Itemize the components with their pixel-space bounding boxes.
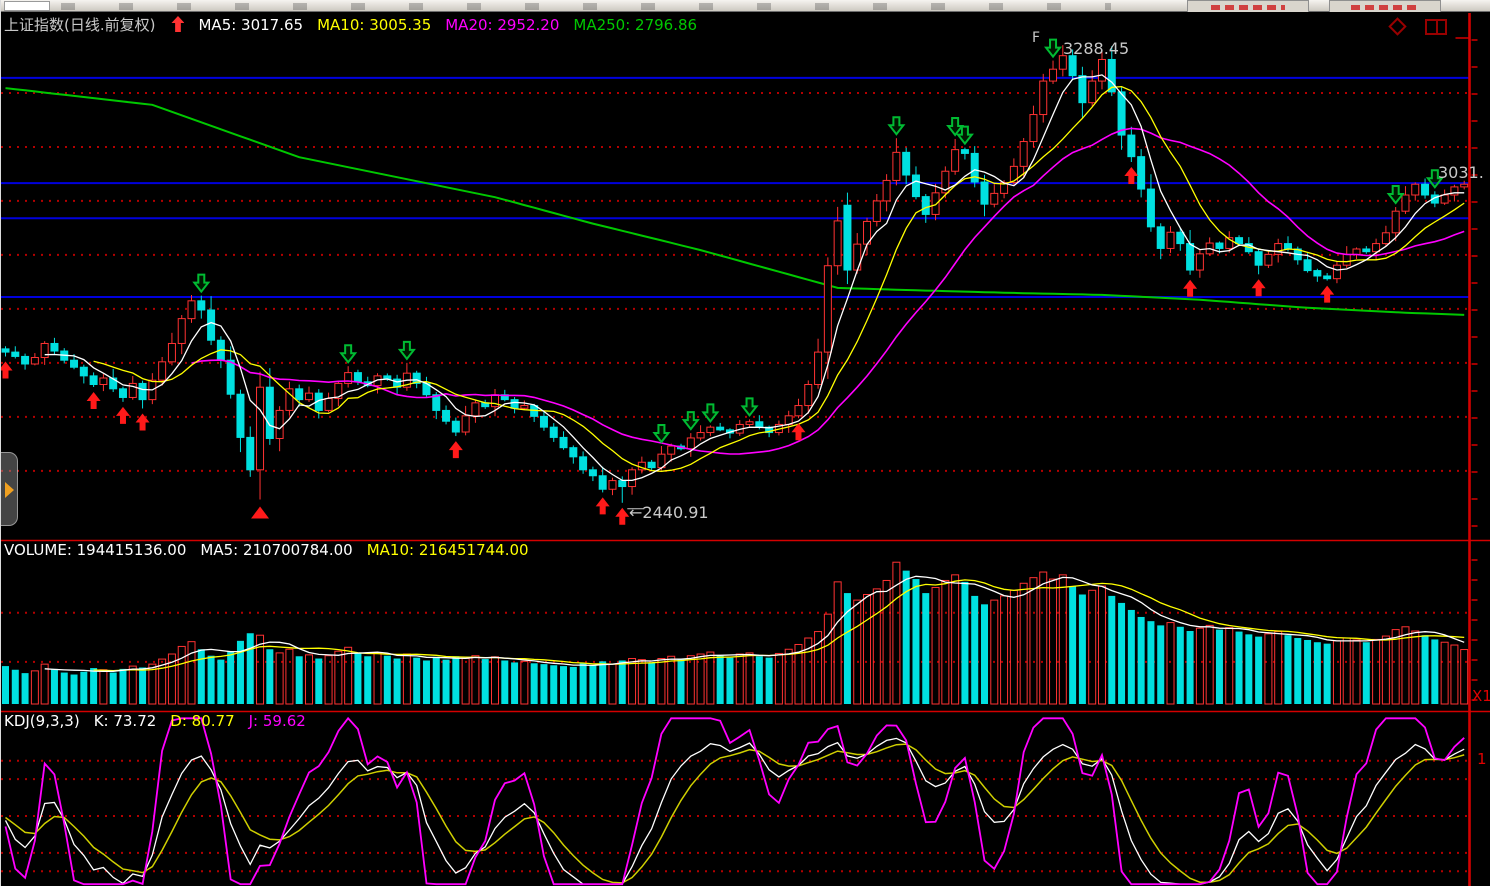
restore-window-icon[interactable] — [1425, 19, 1447, 35]
window-controls — [1385, 17, 1465, 39]
ma5-line — [44, 74, 1465, 482]
volume-ma10-value: MA10: 216451744.00 — [366, 541, 529, 559]
ma5-value: MA5: 3017.65 — [198, 16, 304, 34]
peak-flag-marker: F — [1032, 30, 1041, 46]
volume-ma5-line — [44, 575, 1465, 672]
price-gridlines — [1, 76, 1469, 472]
menu-bar[interactable] — [1, 0, 1490, 12]
diamond-icon[interactable] — [1388, 17, 1407, 36]
ma250-line — [5, 87, 1465, 316]
symbol-title: 上证指数(日线.前复权) — [4, 16, 156, 34]
ma20-value: MA20: 2952.20 — [445, 16, 560, 34]
volume-bars — [2, 561, 1469, 705]
kdj-j-value: J: 59.62 — [248, 712, 306, 730]
menu-input-box[interactable] — [4, 1, 50, 11]
ma10-line — [93, 85, 1465, 472]
bottom-triangle-markers — [251, 506, 270, 519]
ma10-value: MA10: 3005.35 — [317, 16, 432, 34]
kdj-scale-label: 1 — [1477, 750, 1487, 768]
toolbar-button-2[interactable] — [1329, 0, 1441, 12]
volume-pane-header: VOLUME: 194415136.00 MA5: 210700784.00 MA1… — [4, 541, 543, 559]
volume-ma5-value: MA5: 210700784.00 — [200, 541, 353, 559]
right-axis — [1455, 13, 1478, 886]
kdj-k-line — [4, 737, 1465, 885]
toolbar-button-1[interactable] — [1187, 0, 1309, 12]
buy-signal-arrows — [1, 167, 1335, 525]
kdj-k-value: K: 73.72 — [93, 712, 157, 730]
expand-right-icon — [5, 482, 14, 498]
candles — [1, 45, 1469, 503]
kdj-d-value: D: 80.77 — [170, 712, 235, 730]
volume-unit-label: X1 — [1472, 687, 1490, 705]
ma20-line — [191, 127, 1465, 455]
sidebar-flyout-handle[interactable] — [1, 452, 18, 526]
sell-signal-arrows — [192, 38, 1444, 444]
ma250-value: MA250: 2796.86 — [573, 16, 698, 34]
kdj-params: KDJ(9,3,3) — [4, 712, 80, 730]
kdj-pane-header: KDJ(9,3,3) K: 73.72 D: 80.77 J: 59.62 — [4, 712, 320, 730]
price-pane-header: 上证指数(日线.前复权) MA5: 3017.65 MA10: 3005.35 MA2… — [4, 14, 711, 35]
last-price-label: 3031. — [1438, 163, 1484, 182]
kdj-j-line — [4, 716, 1465, 886]
kdj-gridlines — [1, 759, 1469, 873]
kdj-d-line — [5, 743, 1465, 884]
volume-value: VOLUME: 194415136.00 — [4, 541, 187, 559]
pane-dividers — [1, 539, 1490, 713]
up-arrow-icon — [171, 16, 185, 32]
menu-items-truncated — [61, 3, 1111, 10]
candlestick-chart[interactable] — [1, 12, 1490, 886]
period-low-label: ←2440.91 — [629, 503, 709, 522]
period-high-label: 3288.45 — [1063, 39, 1130, 58]
